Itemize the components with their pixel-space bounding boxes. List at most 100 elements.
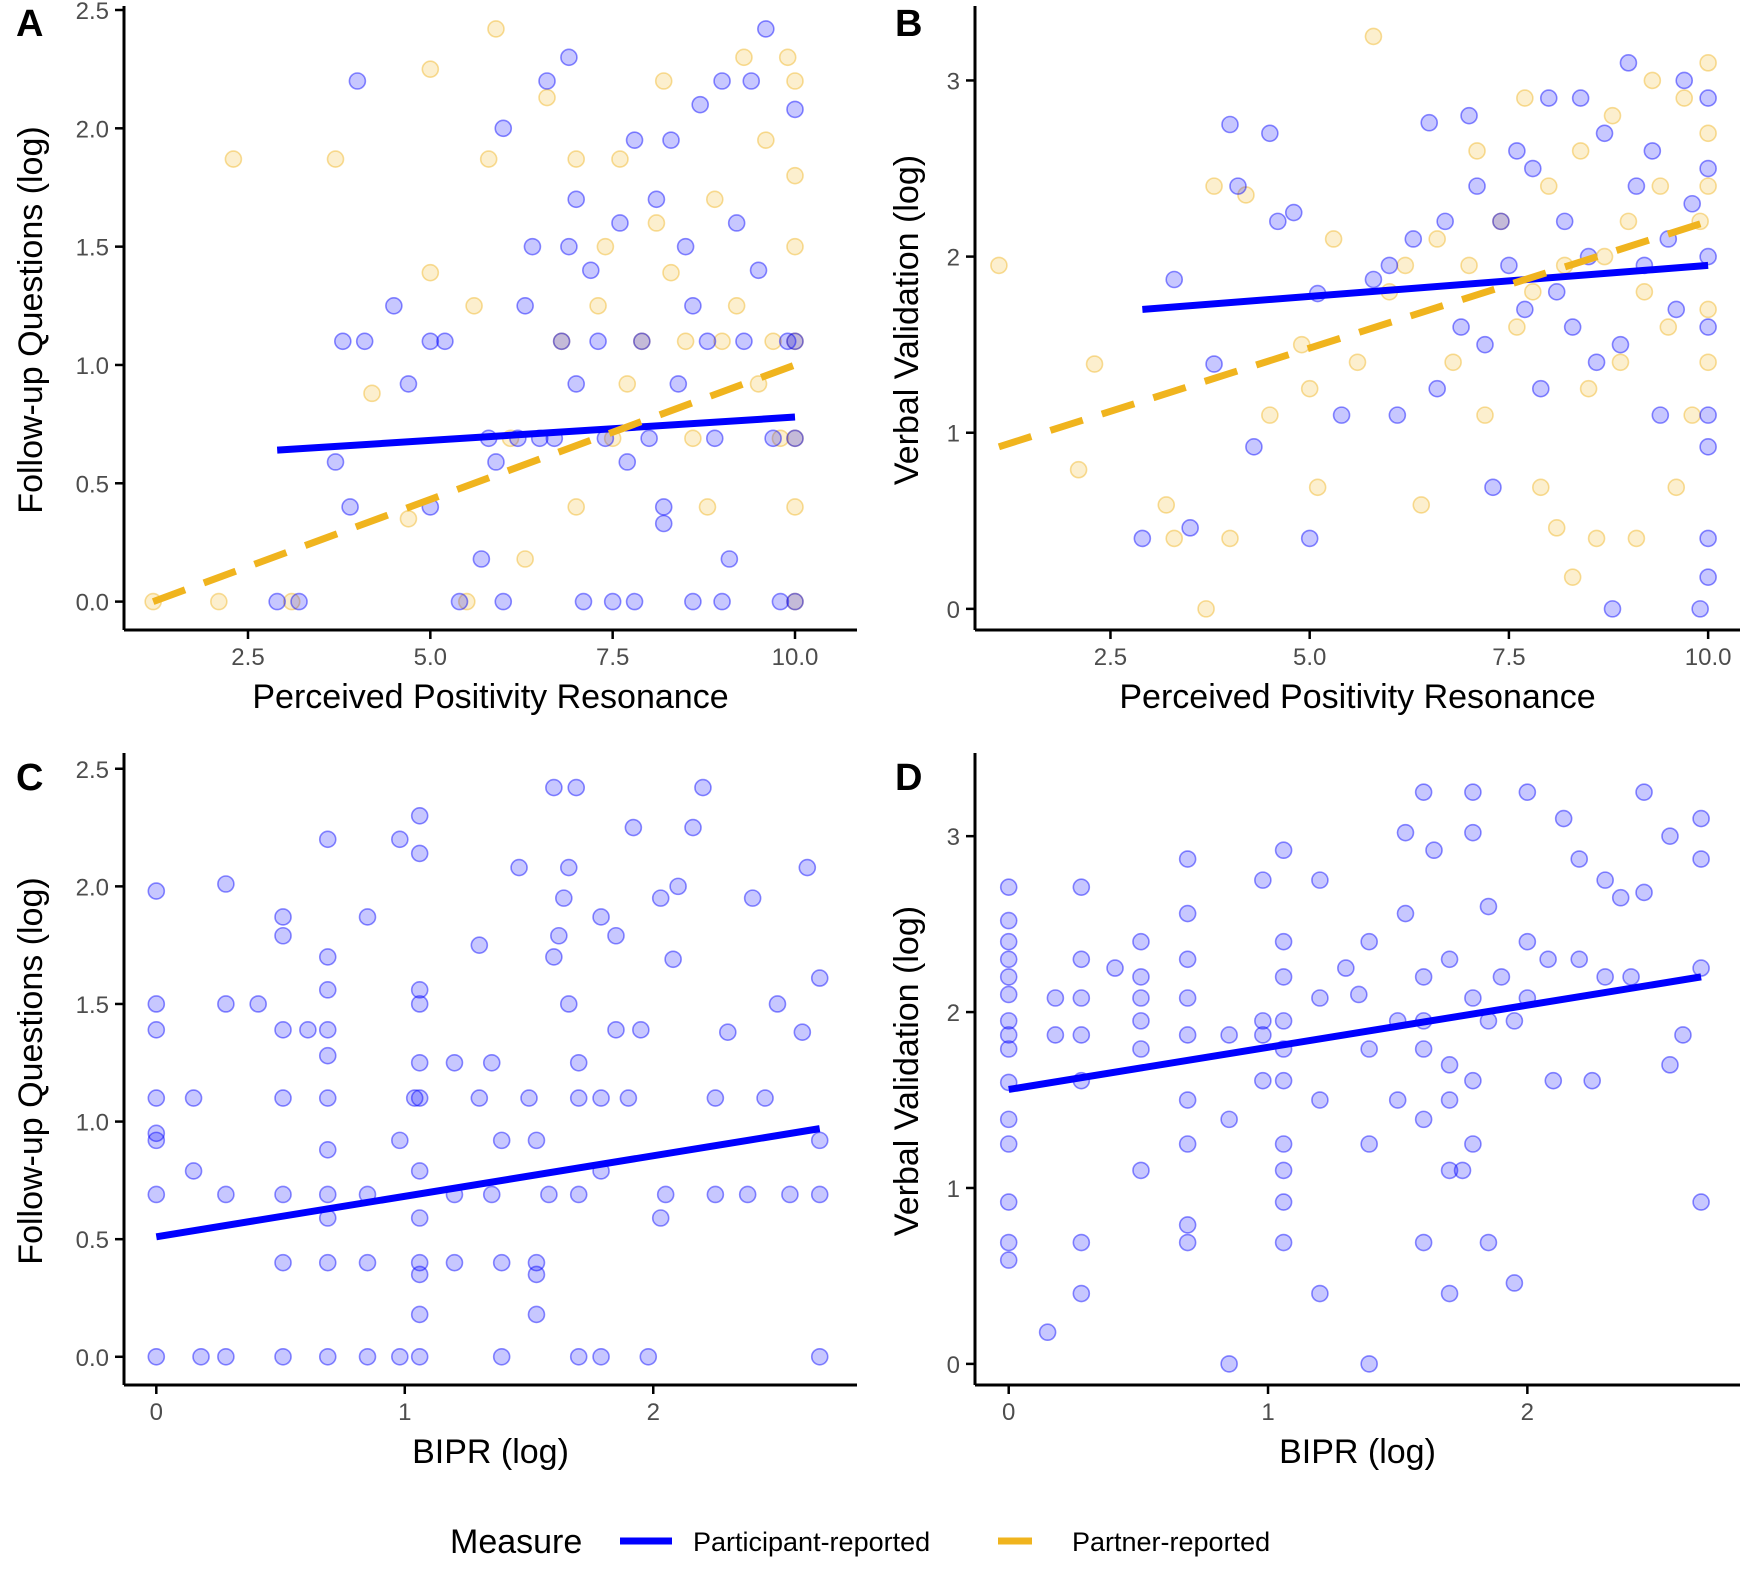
participant-point: [1360, 932, 1378, 951]
participant-point: [1587, 353, 1606, 372]
panel-c: C 0 1 2 0.0 0.5 1.0 1.5 2.0 2.5 BIPR (log) Foll…: [12, 753, 857, 1471]
participant-point: [348, 72, 367, 90]
participant-point: [1132, 932, 1150, 951]
partner-point: [282, 592, 301, 611]
partner-point: [1595, 247, 1614, 266]
participant-point: [520, 1089, 538, 1107]
participant-point: [1274, 968, 1293, 986]
participant-point: [405, 1089, 424, 1107]
participant-point: [611, 214, 629, 232]
participant-point: [1425, 841, 1443, 860]
participant-point: [1635, 883, 1653, 902]
participant-point: [1440, 1284, 1459, 1303]
participant-point: [274, 1253, 292, 1272]
partner-point: [757, 131, 775, 149]
participant-point: [516, 297, 534, 315]
participant-point: [1269, 212, 1287, 231]
participant-point: [552, 332, 571, 351]
participant-point: [410, 1253, 429, 1272]
participant-point: [569, 1347, 588, 1366]
participant-point: [1245, 438, 1263, 456]
y-ticks-c: 0.0 0.5 1.0 1.5 2.0 2.5: [76, 757, 124, 1372]
participant-point: [1106, 959, 1124, 977]
panel-letter-c: C: [16, 757, 43, 799]
participant-point: [147, 882, 166, 900]
y-tick-label: 1.5: [76, 992, 109, 1019]
participant-point: [793, 1023, 812, 1041]
participant-point: [1505, 1274, 1524, 1292]
participant-point: [592, 908, 610, 926]
y-tick-label: 3: [947, 68, 960, 95]
participant-point: [436, 332, 454, 351]
participant-point: [147, 1131, 166, 1150]
y-tick-label: 0.0: [76, 1345, 109, 1372]
participant-point: [999, 878, 1018, 896]
plot-d-marks: [999, 783, 1710, 1373]
participant-point: [318, 981, 337, 999]
participant-point: [559, 995, 578, 1013]
participant-point: [781, 1185, 799, 1204]
y-tick-label: 2: [947, 1000, 960, 1027]
participant-fit-line: [1008, 973, 1702, 1093]
y-axis-title-b: Verbal Validation (log): [888, 155, 926, 485]
participant-point: [798, 858, 817, 877]
participant-point: [1132, 1161, 1150, 1180]
participant-point: [592, 1347, 610, 1366]
participant-point: [385, 297, 403, 315]
participant-point: [756, 1089, 774, 1107]
participant-point: [1414, 1040, 1433, 1058]
participant-point: [1311, 1284, 1329, 1303]
participant-point: [147, 1124, 166, 1143]
partner-point: [1468, 142, 1486, 160]
participant-point: [1479, 1233, 1498, 1252]
partner-point: [1651, 177, 1670, 195]
participant-point: [1178, 1216, 1197, 1234]
partner-point: [1683, 406, 1701, 424]
participant-point: [334, 332, 352, 351]
partner-point: [1539, 177, 1558, 195]
partner-point: [1069, 460, 1088, 479]
participant-point: [1178, 1233, 1197, 1252]
participant-point: [1563, 318, 1582, 336]
participant-point: [1667, 300, 1686, 319]
partner-point: [1699, 300, 1717, 319]
participant-point: [274, 926, 292, 945]
participant-point: [1414, 968, 1433, 986]
participant-point: [1595, 124, 1614, 143]
participant-point: [1539, 89, 1558, 107]
partner-point: [713, 332, 731, 351]
partner-point: [465, 297, 483, 315]
participant-point: [999, 1040, 1018, 1058]
y-axis-title-c: Follow-up Questions (log): [12, 877, 50, 1264]
participant-point: [1464, 989, 1482, 1007]
participant-point: [1311, 989, 1329, 1007]
partner-point: [487, 20, 505, 38]
participant-point: [640, 429, 658, 448]
participant-point: [1132, 989, 1150, 1007]
participant-point: [421, 332, 440, 351]
partner-point: [567, 498, 585, 516]
partner-point: [516, 550, 534, 568]
participant-point: [1571, 89, 1590, 107]
partner-point: [224, 150, 243, 168]
participant-point: [720, 550, 739, 568]
participant-point: [1178, 850, 1197, 868]
partner-point: [1308, 478, 1327, 497]
participant-point: [1132, 1012, 1150, 1030]
participant-point: [184, 1089, 203, 1107]
partner-point: [1508, 318, 1526, 336]
participant-point: [391, 1131, 409, 1150]
participant-point: [569, 1185, 588, 1204]
participant-point: [410, 1265, 429, 1284]
y-tick-label: 0: [947, 1352, 960, 1379]
participant-point: [999, 1251, 1018, 1269]
participant-point: [1691, 600, 1709, 618]
participant-point: [399, 375, 418, 393]
panel-b: B 2.5 5.0 7.5 10.0 0 1 2 3 Perceived Positivit…: [888, 3, 1740, 716]
partner-point: [1619, 212, 1638, 231]
participant-point: [318, 1021, 337, 1039]
participant-point: [735, 332, 753, 351]
x-tick-label: 10.0: [1685, 644, 1732, 671]
participant-point: [1332, 406, 1351, 424]
